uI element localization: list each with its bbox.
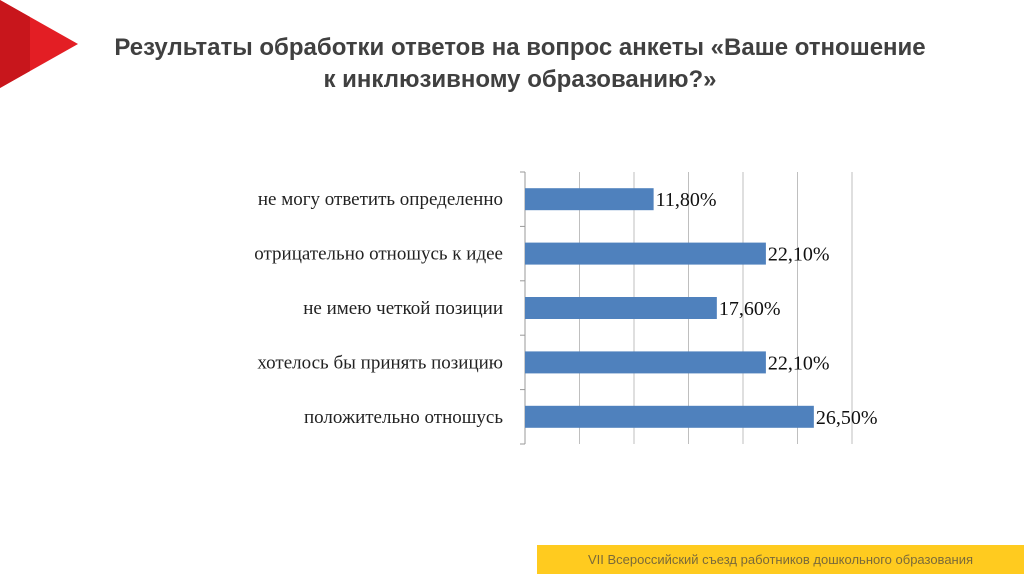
data-label: 11,80% xyxy=(656,189,717,211)
data-label: 22,10% xyxy=(768,244,830,266)
bar xyxy=(525,188,654,211)
category-label: хотелось бы принять позицию xyxy=(257,352,503,373)
category-label: положительно отношусь xyxy=(304,407,503,428)
category-label: не могу ответить определенно xyxy=(258,189,503,210)
bar xyxy=(525,351,766,374)
page-title: Результаты обработки ответов на вопрос а… xyxy=(114,34,926,93)
bar xyxy=(525,242,766,265)
bar xyxy=(525,297,717,319)
data-label: 17,60% xyxy=(719,298,781,320)
category-label: отрицательно отношусь к идее xyxy=(254,244,503,265)
footer-banner: VII Всероссийский съезд работников дошко… xyxy=(537,545,1024,574)
category-label: не имею четкой позиции xyxy=(303,298,503,319)
logo-triangle xyxy=(0,0,78,88)
data-label: 22,10% xyxy=(768,352,830,374)
data-label: 26,50% xyxy=(816,407,878,429)
bar xyxy=(525,405,814,428)
